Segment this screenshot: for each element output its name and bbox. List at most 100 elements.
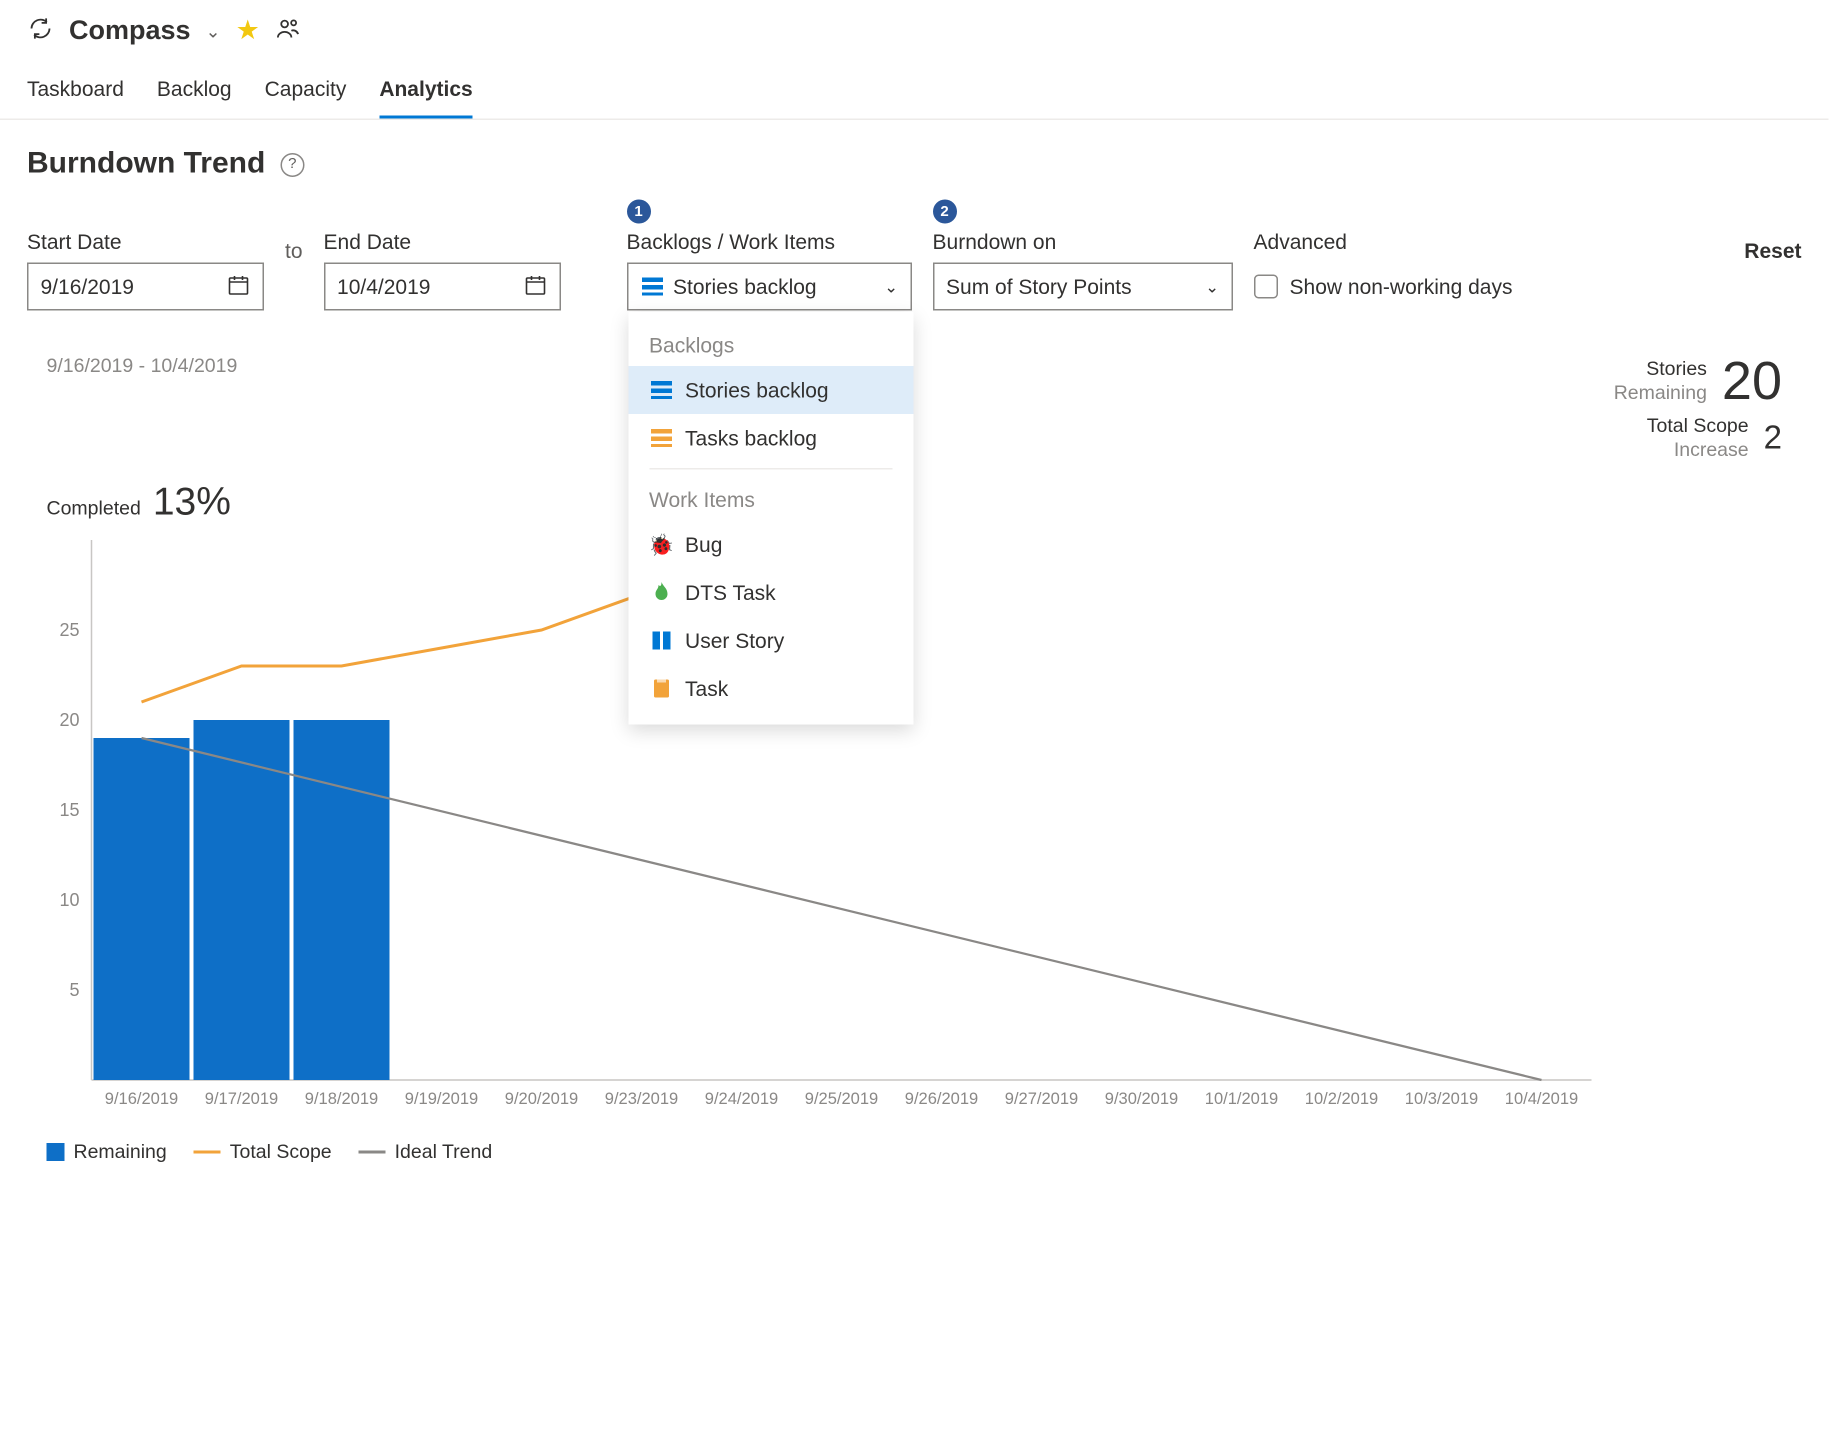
legend-swatch: [194, 1150, 221, 1153]
help-icon[interactable]: ?: [280, 152, 304, 176]
advanced-label: Advanced: [1254, 230, 1513, 254]
dropdown-item-task[interactable]: Task: [628, 665, 913, 713]
svg-text:9/23/2019: 9/23/2019: [605, 1090, 678, 1108]
burndown-card: 9/16/2019 - 10/4/2019 StoriesRemaining 2…: [27, 332, 1802, 1183]
svg-text:9/18/2019: 9/18/2019: [305, 1090, 378, 1108]
backlogs-selected: Stories backlog: [673, 275, 817, 299]
chart-legend: Remaining Total Scope Ideal Trend: [29, 1125, 1801, 1163]
team-members-icon[interactable]: [275, 15, 302, 47]
backlogs-select[interactable]: Stories backlog ⌄ Backlogs Stories backl…: [627, 263, 912, 311]
svg-text:9/30/2019: 9/30/2019: [1105, 1090, 1178, 1108]
legend-swatch: [359, 1150, 386, 1153]
svg-text:10/4/2019: 10/4/2019: [1505, 1090, 1578, 1108]
dropdown-separator: [649, 468, 892, 470]
svg-text:20: 20: [59, 710, 79, 730]
dropdown-group-workitems: Work Items: [628, 476, 913, 521]
svg-text:5: 5: [69, 980, 79, 1000]
burndown-on-selected: Sum of Story Points: [946, 275, 1132, 299]
burndown-on-label: Burndown on: [933, 230, 1233, 254]
project-header: Compass ⌄ ★: [0, 0, 1829, 56]
project-name[interactable]: Compass: [69, 15, 191, 47]
favorite-star-icon[interactable]: ★: [236, 15, 260, 47]
tab-capacity[interactable]: Capacity: [265, 68, 347, 119]
dropdown-item-label: DTS Task: [685, 581, 776, 605]
start-date-field: Start Date 9/16/2019: [27, 230, 264, 311]
start-date-value: 9/16/2019: [41, 275, 134, 299]
chevron-down-icon: ⌄: [884, 277, 898, 297]
end-date-value: 10/4/2019: [337, 275, 430, 299]
burndown-on-field: 2 Burndown on Sum of Story Points ⌄: [933, 200, 1233, 311]
calendar-icon: [227, 272, 251, 301]
end-date-input[interactable]: 10/4/2019: [324, 263, 561, 311]
svg-text:10/1/2019: 10/1/2019: [1205, 1090, 1278, 1108]
legend-label: Ideal Trend: [395, 1140, 493, 1163]
backlog-icon: [649, 378, 673, 402]
burndown-on-select[interactable]: Sum of Story Points ⌄: [933, 263, 1233, 311]
dropdown-item-user-story[interactable]: User Story: [628, 617, 913, 665]
start-date-input[interactable]: 9/16/2019: [27, 263, 264, 311]
svg-text:9/16/2019: 9/16/2019: [105, 1090, 178, 1108]
bug-icon: 🐞: [649, 533, 673, 557]
tab-backlog[interactable]: Backlog: [157, 68, 232, 119]
legend-remaining: Remaining: [47, 1140, 167, 1163]
svg-text:9/25/2019: 9/25/2019: [805, 1090, 878, 1108]
step-badge-2: 2: [933, 200, 957, 224]
svg-text:9/19/2019: 9/19/2019: [405, 1090, 478, 1108]
dropdown-item-label: Tasks backlog: [685, 426, 817, 450]
legend-total-scope: Total Scope: [194, 1140, 332, 1163]
svg-text:15: 15: [59, 800, 79, 820]
dropdown-item-label: Stories backlog: [685, 378, 829, 402]
project-dropdown-chevron[interactable]: ⌄: [206, 20, 221, 41]
backlogs-dropdown: Backlogs Stories backlog Tasks backlog W…: [628, 312, 913, 725]
to-label: to: [285, 239, 303, 272]
backlog-icon: [640, 275, 664, 299]
legend-label: Total Scope: [230, 1140, 332, 1163]
svg-text:9/20/2019: 9/20/2019: [505, 1090, 578, 1108]
page-title: Burndown Trend: [27, 147, 265, 182]
total-scope-increase-value: 2: [1764, 421, 1782, 454]
reset-button[interactable]: Reset: [1744, 239, 1801, 272]
svg-text:9/17/2019: 9/17/2019: [205, 1090, 278, 1108]
advanced-field: Advanced Show non-working days: [1254, 230, 1513, 311]
sprint-cycle-icon: [27, 15, 54, 47]
start-date-label: Start Date: [27, 230, 264, 254]
tab-analytics[interactable]: Analytics: [379, 68, 472, 119]
dropdown-item-stories-backlog[interactable]: Stories backlog: [628, 366, 913, 414]
completed-value: 13%: [153, 479, 231, 526]
svg-text:10/3/2019: 10/3/2019: [1405, 1090, 1478, 1108]
filter-bar: Start Date 9/16/2019 to End Date 10/4/20…: [0, 194, 1829, 332]
stat-sublabel: Remaining: [1614, 381, 1707, 404]
dropdown-item-bug[interactable]: 🐞 Bug: [628, 521, 913, 569]
dropdown-item-dts-task[interactable]: DTS Task: [628, 569, 913, 617]
show-nonworking-label: Show non-working days: [1290, 275, 1513, 299]
svg-text:9/26/2019: 9/26/2019: [905, 1090, 978, 1108]
tab-taskboard[interactable]: Taskboard: [27, 68, 124, 119]
show-nonworking-checkbox[interactable]: [1254, 275, 1278, 299]
dropdown-item-label: Task: [685, 677, 728, 701]
chevron-down-icon: ⌄: [1205, 277, 1219, 297]
total-scope-increase-stat: Total ScopeIncrease 2: [1647, 414, 1782, 461]
dropdown-item-label: Bug: [685, 533, 722, 557]
backlogs-label: Backlogs / Work Items: [627, 230, 912, 254]
chart-date-range: 9/16/2019 - 10/4/2019: [47, 354, 238, 377]
svg-text:10: 10: [59, 890, 79, 910]
dropdown-item-tasks-backlog[interactable]: Tasks backlog: [628, 414, 913, 462]
dropdown-group-backlogs: Backlogs: [628, 321, 913, 366]
end-date-label: End Date: [324, 230, 561, 254]
svg-text:10/2/2019: 10/2/2019: [1305, 1090, 1378, 1108]
svg-text:9/27/2019: 9/27/2019: [1005, 1090, 1078, 1108]
legend-swatch: [47, 1143, 65, 1161]
legend-ideal-trend: Ideal Trend: [359, 1140, 493, 1163]
completed-label: Completed: [47, 497, 141, 520]
legend-label: Remaining: [74, 1140, 167, 1163]
svg-text:9/24/2019: 9/24/2019: [705, 1090, 778, 1108]
flame-icon: [649, 581, 673, 605]
stat-label: Stories: [1646, 358, 1707, 381]
stat-label: Total Scope: [1647, 414, 1749, 437]
backlogs-field: 1 Backlogs / Work Items Stories backlog …: [627, 200, 912, 311]
step-badge-1: 1: [627, 200, 651, 224]
backlog-icon: [649, 426, 673, 450]
stories-remaining-value: 20: [1722, 354, 1782, 408]
end-date-field: End Date 10/4/2019: [324, 230, 561, 311]
book-icon: [649, 629, 673, 653]
